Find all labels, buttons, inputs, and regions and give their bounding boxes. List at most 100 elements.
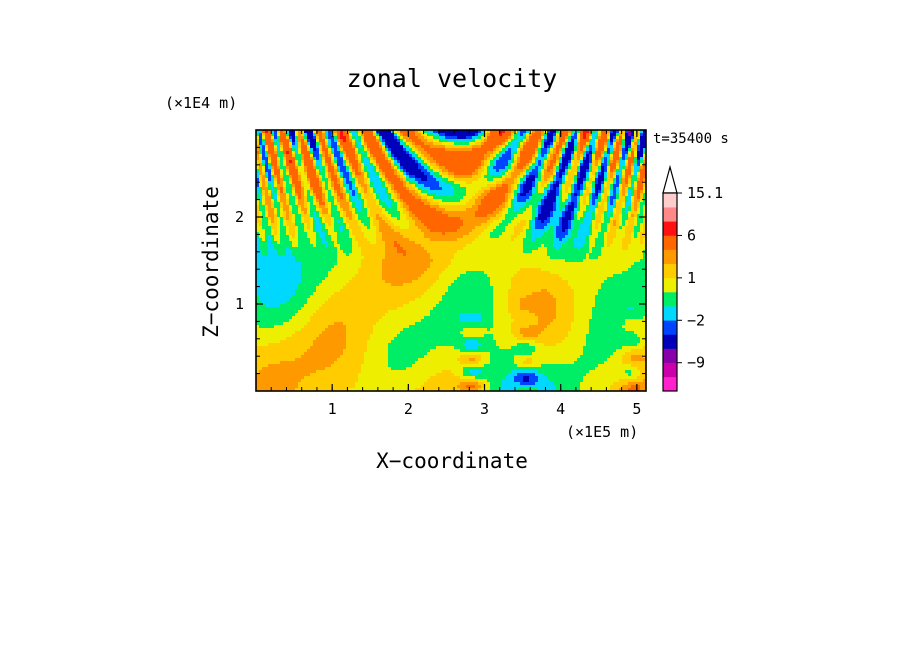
field-cell — [502, 187, 506, 191]
field-cell — [499, 157, 503, 161]
field-cell — [307, 229, 311, 233]
field-cell — [544, 214, 548, 218]
field-cell — [370, 178, 374, 182]
field-cell — [391, 208, 395, 212]
field-cell — [484, 217, 488, 221]
field-cell — [625, 136, 629, 140]
field-cell — [625, 241, 629, 245]
field-cell — [544, 196, 548, 200]
field-cell — [418, 148, 422, 152]
field-cell — [571, 139, 575, 143]
field-cell — [514, 211, 518, 215]
field-cell — [634, 145, 638, 149]
field-cell — [562, 187, 566, 191]
field-cell — [499, 169, 503, 173]
field-cell — [481, 148, 485, 152]
field-cell — [586, 217, 590, 221]
field-cell — [358, 169, 362, 173]
field-cell — [331, 196, 335, 200]
field-cell — [460, 187, 464, 191]
field-cell — [598, 229, 602, 233]
field-cell — [301, 235, 305, 239]
field-cell — [469, 133, 473, 137]
field-cell — [319, 202, 323, 206]
field-cell — [583, 184, 587, 188]
field-cell — [586, 145, 590, 149]
field-cell — [388, 139, 392, 143]
field-cell — [475, 187, 479, 191]
field-cell — [535, 184, 539, 188]
field-cell — [274, 214, 278, 218]
field-cell — [304, 211, 308, 215]
field-cell — [514, 151, 518, 155]
field-cell — [349, 232, 353, 236]
field-cell — [529, 238, 533, 242]
field-cell — [394, 238, 398, 242]
field-cell — [502, 220, 506, 224]
field-cell — [418, 181, 422, 185]
field-cell — [547, 160, 551, 164]
field-cell — [505, 226, 509, 230]
field-cell — [331, 136, 335, 140]
field-cell — [523, 211, 527, 215]
field-cell — [556, 193, 560, 197]
field-cell — [613, 187, 617, 191]
field-cell — [316, 133, 320, 137]
field-cell — [454, 160, 458, 164]
field-cell — [475, 181, 479, 185]
field-cell — [466, 223, 470, 227]
field-cell — [436, 178, 440, 182]
field-cell — [631, 157, 635, 161]
field-cell — [364, 196, 368, 200]
field-cell — [493, 175, 497, 179]
field-cell — [448, 184, 452, 188]
field-cell — [340, 178, 344, 182]
field-cell — [295, 244, 299, 248]
field-cell — [523, 238, 527, 242]
field-cell — [550, 145, 554, 149]
field-cell — [637, 220, 641, 224]
field-cell — [478, 175, 482, 179]
field-cell — [400, 148, 404, 152]
field-cell — [304, 175, 308, 179]
field-cell — [400, 136, 404, 140]
field-cell — [493, 193, 497, 197]
field-cell — [598, 205, 602, 209]
field-cell — [283, 148, 287, 152]
field-cell — [490, 220, 494, 224]
field-cell — [505, 154, 509, 158]
field-cell — [430, 181, 434, 185]
field-cell — [538, 211, 542, 215]
field-cell — [505, 145, 509, 149]
field-cell — [586, 178, 590, 182]
field-cell — [370, 199, 374, 203]
field-cell — [532, 160, 536, 164]
field-cell — [307, 175, 311, 179]
field-cell — [592, 190, 596, 194]
field-cell — [421, 181, 425, 185]
field-cell — [586, 172, 590, 176]
field-cell — [427, 157, 431, 161]
field-cell — [625, 184, 629, 188]
field-cell — [568, 151, 572, 155]
field-cell — [295, 196, 299, 200]
field-cell — [547, 148, 551, 152]
field-cell — [613, 208, 617, 212]
field-cell — [502, 217, 506, 221]
field-cell — [340, 130, 344, 134]
field-cell — [412, 166, 416, 170]
field-cell — [481, 220, 485, 224]
field-cell — [460, 202, 464, 206]
field-cell — [604, 223, 608, 227]
field-cell — [580, 148, 584, 152]
field-cell — [442, 166, 446, 170]
field-cell — [298, 235, 302, 239]
field-cell — [349, 160, 353, 164]
field-cell — [595, 151, 599, 155]
field-cell — [523, 169, 527, 173]
field-cell — [307, 130, 311, 134]
field-cell — [481, 214, 485, 218]
field-cell — [556, 190, 560, 194]
field-cell — [535, 187, 539, 191]
field-cell — [361, 199, 365, 203]
